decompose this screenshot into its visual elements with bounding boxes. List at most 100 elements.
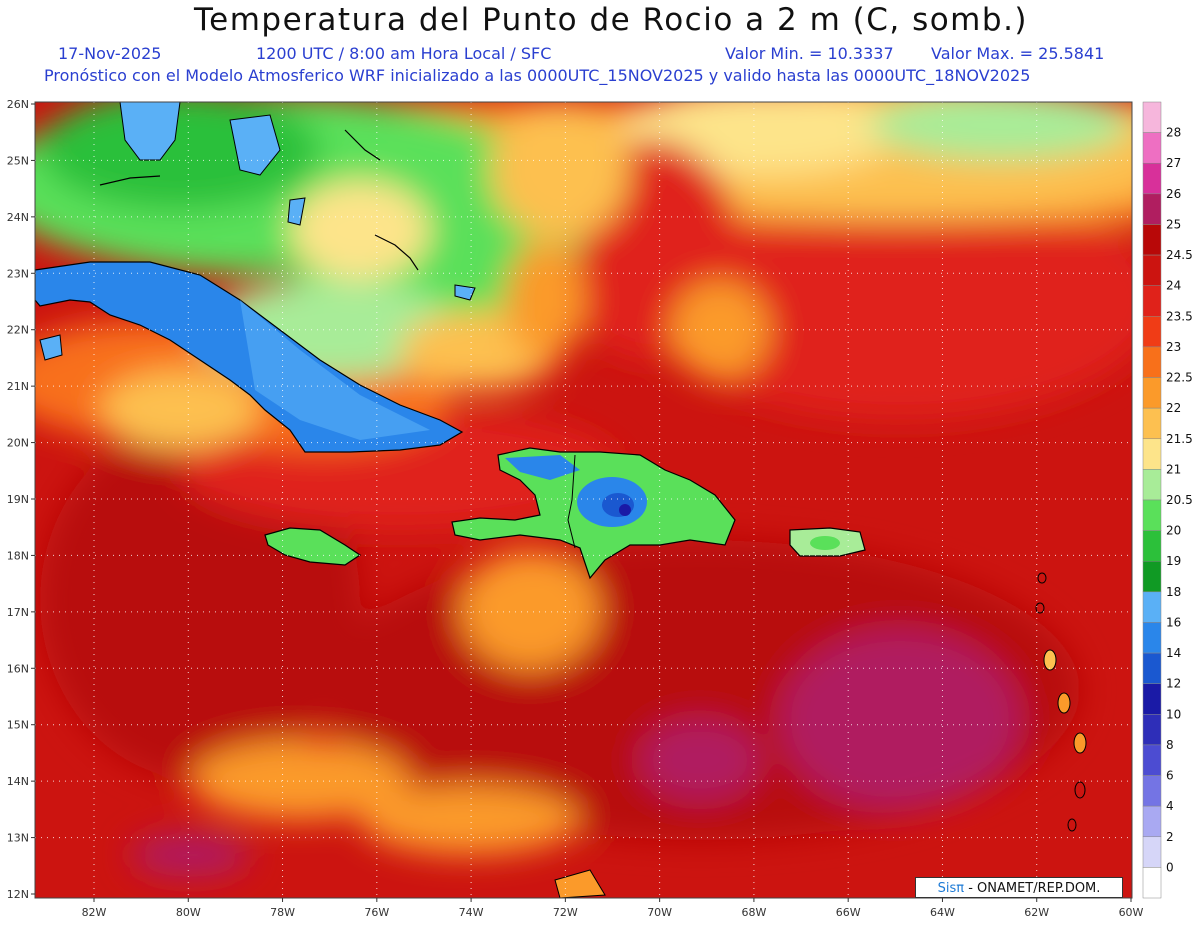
legend-label: 6: [1166, 769, 1174, 783]
lon-label: 76W: [364, 906, 389, 919]
legend-label: 21: [1166, 462, 1181, 476]
lon-label: 70W: [647, 906, 672, 919]
isla-juventud: [39, 334, 63, 361]
lat-label: 16N: [7, 662, 29, 675]
max-value: Valor Max. = 25.5841: [931, 44, 1105, 63]
shaded-field: [35, 102, 1132, 898]
lesser-antilles: [554, 572, 1087, 898]
legend-label: 24.5: [1166, 248, 1193, 262]
haiti-dr-border: [567, 454, 576, 549]
credit-text: - ONAMET/REP.DOM.: [964, 881, 1101, 896]
legend-label: 21.5: [1166, 432, 1193, 446]
legend-swatch: [1142, 805, 1162, 838]
lon-label: 78W: [270, 906, 295, 919]
lon-label: 74W: [459, 906, 484, 919]
jamaica: [264, 527, 362, 566]
legend-label: 20: [1166, 524, 1181, 538]
legend-swatch: [1142, 652, 1162, 684]
lat-label: 20N: [7, 437, 29, 450]
legend-swatch: [1142, 867, 1162, 899]
legend-swatch: [1142, 193, 1162, 225]
legend-label: 23.5: [1166, 309, 1193, 323]
forecast-date: 17-Nov-2025: [58, 44, 162, 63]
lat-label: 15N: [7, 719, 29, 732]
lon-label: 80W: [176, 906, 201, 919]
credit-box: Sisπ - ONAMET/REP.DOM.: [915, 877, 1123, 898]
legend-swatch: [1142, 530, 1162, 562]
color-legend: 2827262524.52423.52322.52221.52120.52019…: [1142, 101, 1193, 899]
legend-swatch: [1142, 836, 1162, 868]
lon-label: 68W: [741, 906, 766, 919]
legend-swatch: [1142, 469, 1162, 501]
legend-label: 25: [1166, 217, 1181, 231]
lat-label: 26N: [7, 98, 29, 111]
legend-label: 24: [1166, 279, 1181, 293]
lat-label: 21N: [7, 380, 29, 393]
forecast-time: 1200 UTC / 8:00 am Hora Local / SFC: [256, 44, 552, 63]
legend-label: 27: [1166, 156, 1181, 170]
legend-swatch: [1142, 499, 1162, 531]
lat-label: 14N: [7, 775, 29, 788]
legend-label: 14: [1166, 646, 1181, 660]
legend-label: 16: [1166, 615, 1181, 629]
min-value: Valor Min. = 10.3337: [725, 44, 894, 63]
lon-label: 72W: [553, 906, 578, 919]
legend-label: 0: [1166, 860, 1174, 874]
map-title: Temperatura del Punto de Rocio a 2 m (C,…: [193, 2, 1029, 38]
legend-label: 28: [1166, 126, 1181, 140]
legend-label: 18: [1166, 585, 1181, 599]
lat-label: 12N: [7, 888, 29, 901]
legend-label: 8: [1166, 738, 1174, 752]
lat-label: 25N: [7, 154, 29, 167]
legend-label: 19: [1166, 554, 1181, 568]
legend-label: 12: [1166, 677, 1181, 691]
lat-label: 22N: [7, 324, 29, 337]
lat-label: 24N: [7, 211, 29, 224]
lon-label: 66W: [836, 906, 861, 919]
sispi-logo: Sisπ: [937, 881, 965, 896]
legend-swatch: [1142, 560, 1162, 593]
legend-label: 26: [1166, 187, 1181, 201]
legend-label: 22.5: [1166, 371, 1193, 385]
legend-label: 2: [1166, 830, 1174, 844]
lon-label: 60W: [1119, 906, 1144, 919]
lat-label: 13N: [7, 832, 29, 845]
map-frame: [34, 101, 1133, 899]
legend-label: 22: [1166, 401, 1181, 415]
legend-swatch: [1142, 438, 1162, 470]
legend-swatch: [1142, 101, 1162, 133]
legend-swatch: [1142, 622, 1162, 654]
legend-swatch: [1142, 224, 1162, 256]
legend-label: 20.5: [1166, 493, 1193, 507]
legend-swatch: [1142, 162, 1162, 195]
lat-label: 17N: [7, 606, 29, 619]
longitude-labels: 82W 80W 78W 76W 74W 72W 70W 68W 66W 64W 62W 60W: [82, 898, 1144, 919]
latitude-labels: 26N 25N 24N 23N 22N 21N 20N 19N 18N 17N 16N 15N 14N 1…: [7, 98, 35, 901]
legend-swatch: [1142, 775, 1162, 807]
legend-label: 10: [1166, 707, 1181, 721]
lon-label: 62W: [1024, 906, 1049, 919]
legend-swatch: [1142, 744, 1162, 776]
lat-label: 18N: [7, 549, 29, 562]
lon-label: 64W: [930, 906, 955, 919]
legend-label: 23: [1166, 340, 1181, 354]
legend-swatch: [1142, 591, 1162, 623]
lon-label: 82W: [82, 906, 107, 919]
model-info: Pronóstico con el Modelo Atmosferico WRF…: [44, 66, 1031, 85]
legend-swatch: [1142, 285, 1162, 317]
bahamas-andros: [229, 114, 281, 176]
legend-label: 4: [1166, 799, 1174, 813]
legend-swatch: [1142, 683, 1162, 715]
legend-swatch: [1142, 132, 1162, 164]
legend-swatch: [1142, 316, 1162, 348]
legend-swatch: [1142, 377, 1162, 409]
florida: [119, 102, 181, 161]
lat-label: 23N: [7, 267, 29, 280]
legend-swatch: [1142, 407, 1162, 440]
legend-swatch: [1142, 714, 1162, 746]
legend-swatch: [1142, 346, 1162, 378]
legend-swatch: [1142, 254, 1162, 286]
graticule: [35, 102, 1132, 898]
lat-label: 19N: [7, 493, 29, 506]
